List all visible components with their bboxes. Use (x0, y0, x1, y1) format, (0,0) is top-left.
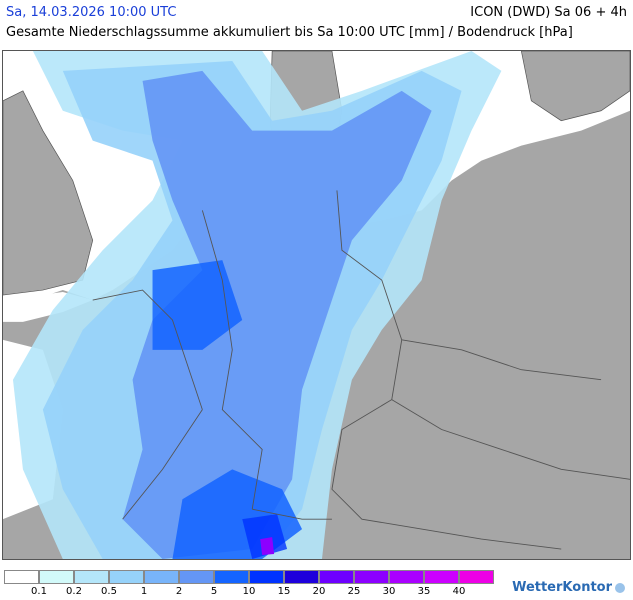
legend-swatch (179, 570, 214, 584)
legend-label: 40 (452, 586, 466, 597)
legend-swatch (424, 570, 459, 584)
legend-label: 25 (347, 586, 361, 597)
brand-name: WetterKontor (512, 580, 612, 595)
legend-swatch (109, 570, 144, 584)
legend-label: 2 (175, 586, 183, 597)
legend-label: 30 (382, 586, 396, 597)
legend-swatch (214, 570, 249, 584)
legend-swatch (354, 570, 389, 584)
model-run-label: ICON (DWD) Sa 06 + 4h (470, 5, 627, 20)
country-borders (92, 190, 630, 550)
legend-swatch (144, 570, 179, 584)
precip-20 (260, 537, 275, 556)
sweden (520, 51, 630, 122)
legend-swatch (284, 570, 319, 584)
forecast-datetime: Sa, 14.03.2026 10:00 UTC (6, 5, 177, 20)
legend-swatch (4, 570, 39, 584)
legend-label: 0.2 (66, 586, 82, 597)
legend-label: 15 (277, 586, 291, 597)
legend-label: 0.5 (101, 586, 117, 597)
brand-logo: WetterKontor (512, 580, 625, 595)
map-description: Gesamte Niederschlagssumme akkumuliert b… (6, 25, 573, 40)
legend-swatch (459, 570, 494, 584)
legend-label: 5 (210, 586, 218, 597)
legend-label: 20 (312, 586, 326, 597)
precip-2 (122, 70, 432, 559)
brand-globe-icon (615, 582, 625, 593)
precipitation-map (2, 50, 631, 560)
legend-label: 0.1 (31, 586, 47, 597)
legend-swatch (39, 570, 74, 584)
legend-swatch (319, 570, 354, 584)
legend-swatch (74, 570, 109, 584)
legend-swatch (249, 570, 284, 584)
legend-label: 10 (242, 586, 256, 597)
great-britain (3, 90, 94, 296)
legend-label: 1 (140, 586, 148, 597)
precip-10 (242, 514, 288, 559)
legend-swatch (389, 570, 424, 584)
legend-label: 35 (417, 586, 431, 597)
